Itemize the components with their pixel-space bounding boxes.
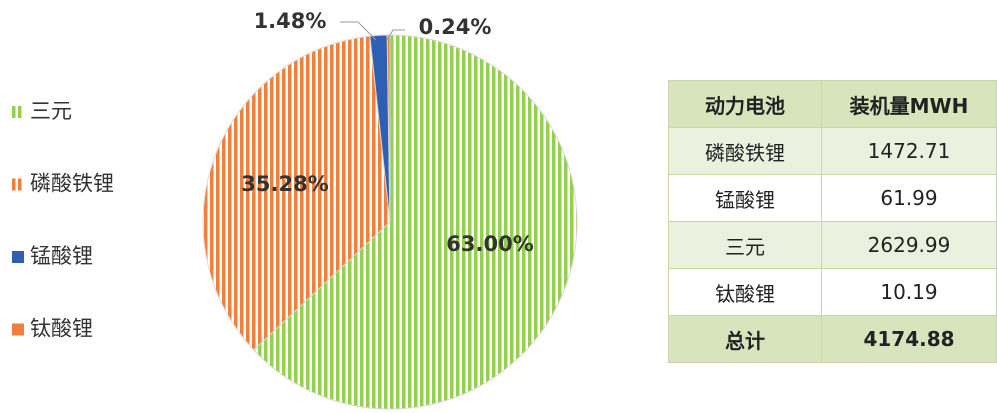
table-cell: 磷酸铁锂 [668, 127, 822, 175]
data-label: 35.28% [241, 172, 328, 196]
data-label: 0.24% [419, 15, 492, 39]
legend-swatch [12, 251, 24, 263]
table-cell: 总计 [668, 315, 822, 363]
legend-swatch [12, 323, 24, 336]
legend-swatch [12, 106, 24, 118]
legend-label: 锰酸锂 [30, 244, 93, 268]
table-cell: 2629.99 [821, 221, 997, 269]
pie-slice [202, 35, 391, 351]
table-row: 锰酸锂 61.99 [668, 174, 997, 222]
table-row: 总计 4174.88 [668, 315, 997, 363]
table-row: 动力电池 装机量MWH [668, 80, 997, 128]
table-cell: 10.19 [821, 268, 997, 316]
table-cell: 锰酸锂 [668, 174, 822, 222]
table-cell: 1472.71 [821, 127, 997, 175]
table-cell: 三元 [668, 221, 822, 269]
leader-line [340, 21, 377, 41]
table-row: 三元 2629.99 [668, 221, 997, 269]
data-label: 1.48% [254, 9, 327, 33]
table-cell: 61.99 [821, 174, 997, 222]
data-table: 动力电池 装机量MWH 磷酸铁锂 1472.71 锰酸锂 61.99 三元 2629.99 钛酸… [668, 80, 997, 363]
table-row: 钛酸锂 10.19 [668, 268, 997, 316]
legend-label: 磷酸铁锂 [30, 172, 114, 196]
legend-label: 钛酸锂 [30, 317, 93, 341]
legend-label: 三元 [30, 99, 72, 123]
leader-line [386, 29, 405, 41]
table-row: 磷酸铁锂 1472.71 [668, 127, 997, 175]
legend-swatch [12, 178, 24, 191]
table-cell: 4174.88 [821, 315, 997, 363]
table-cell: 装机量MWH [821, 80, 997, 128]
pie-slice [252, 34, 578, 410]
data-label: 63.00% [446, 232, 533, 256]
table-cell: 动力电池 [668, 80, 822, 128]
table-cell: 钛酸锂 [668, 268, 822, 316]
